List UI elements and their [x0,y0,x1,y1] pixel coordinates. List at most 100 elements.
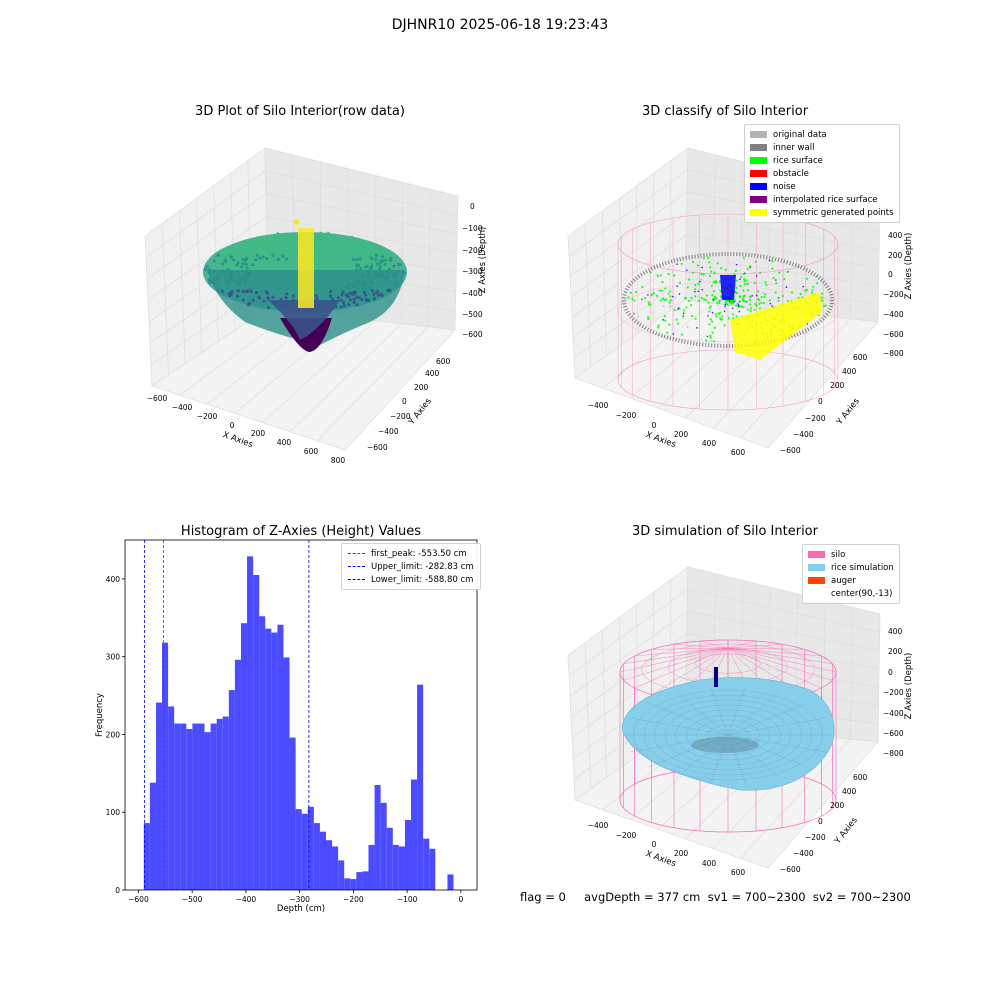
plot3-title: Histogram of Z-Axies (Height) Values [180,524,422,539]
x-tick-label: −200 [343,895,364,904]
legend-entry: rice simulation [808,561,894,574]
legend-label: rice surface [773,155,823,166]
p4-ytick: 600 [853,773,868,782]
legend-label: rice simulation [831,562,894,573]
p4-xtick: 600 [731,868,746,877]
hist-xlabel: Depth (cm) [277,904,325,914]
histogram-bar [338,860,345,890]
histogram-legend: first_peak: -553.50 cm Upper_limit: -282… [341,543,481,590]
legend-swatch [750,209,767,216]
histogram-bar [301,813,308,890]
p1-ztick: −200 [462,246,483,255]
legend-line [348,566,365,567]
y-tick-label: 400 [106,575,121,584]
p2-ztick: 400 [888,231,903,240]
histogram-bar [174,723,181,890]
p4-ytick: 0 [818,817,823,826]
p4-ztick: −800 [883,749,904,758]
legend-swatch [750,131,767,138]
x-tick-label: −400 [236,895,257,904]
p4-ztick: −400 [883,709,904,718]
legend-entry: silo [808,548,894,561]
legend-label: symmetric generated points [773,207,894,218]
histogram-bar [247,556,254,890]
histogram-bar [192,723,199,890]
p4-ytick: −600 [780,865,801,874]
histogram-bar [423,838,430,890]
legend-entry: Upper_limit: -282.83 cm [348,560,474,573]
histogram-bar [411,779,418,890]
p1-ztick: −600 [462,330,483,339]
p2-ztick: 0 [888,270,893,279]
legend-label: noise [773,181,796,192]
histogram-bar [429,848,436,890]
histogram-bar [386,827,393,890]
legend-swatch [750,157,767,164]
p4-xtick: −400 [588,821,609,830]
y-tick-label: 300 [106,653,121,662]
p4-xtick: −200 [616,831,637,840]
legend-swatch [808,577,825,584]
histogram-bar [149,782,156,890]
p1-ztick: −100 [462,224,483,233]
histogram-bar [265,628,272,890]
legend-line [348,579,365,580]
histogram-bar [180,723,187,890]
histogram-bar [283,657,290,890]
p2-zlabel: Z Axies (Depth) [904,233,914,300]
p2-xtick: −200 [616,411,637,420]
histogram-bar [368,844,375,890]
legend-entry: first_peak: -553.50 cm [348,547,474,560]
p1-ytick: 0 [402,397,407,406]
legend-swatch [808,564,825,571]
legend-swatch [750,144,767,151]
p1-ytick: 600 [436,357,451,366]
histogram-bar [168,706,175,890]
p1-ztick: −400 [462,289,483,298]
p4-xlabel: X Axies [644,849,677,869]
p2-ytick: 200 [830,381,845,390]
plot2-title: 3D classify of Silo Interior [641,104,809,119]
legend-entry: interpolated rice surface [750,193,894,206]
legend-entry: auger [808,574,894,587]
p1-ztick: −300 [462,267,483,276]
legend-line [348,553,365,554]
p4-xtick: 200 [674,849,689,858]
p4-ytick: 400 [842,787,857,796]
p2-ytick: −200 [805,414,826,423]
p4-ztick: 0 [888,668,893,677]
histogram-bar [307,806,314,890]
legend-swatch [750,170,767,177]
p2-xtick: 200 [674,430,689,439]
p1-xtick: −600 [147,394,168,403]
p1-xtick: 200 [251,429,266,438]
plot4-title: 3D simulation of Silo Interior [632,524,818,539]
legend-entry: inner wall [750,141,894,154]
p1-xtick: 600 [304,447,319,456]
x-tick-label: 0 [458,895,463,904]
histogram-bar [186,729,193,890]
p1-ytick: −400 [378,427,399,436]
histogram-bar [356,872,363,890]
histogram-bar [162,642,169,890]
histogram-bar [295,809,302,890]
legend-entry: noise [750,180,894,193]
histogram-bar [380,802,387,890]
x-tick-label: −300 [289,895,310,904]
p1-ytick: 200 [414,383,429,392]
p1-ztick: 0 [470,202,475,211]
histogram-bar [447,874,454,890]
histogram-bar [350,879,357,890]
plot2-legend: original data inner wall rice surface ob… [744,124,900,223]
legend-label: Lower_limit: -588.80 cm [371,574,474,585]
y-tick-label: 0 [115,886,120,895]
x-tick-label: −500 [182,895,203,904]
p4-ytick: −400 [793,849,814,858]
p4-ytick: −200 [805,833,826,842]
p2-ytick: 600 [853,353,868,362]
p4-ytick: 200 [830,801,845,810]
p1-zlabel: Z Axies (Depth) [478,227,488,294]
p2-ztick: 200 [888,251,903,260]
